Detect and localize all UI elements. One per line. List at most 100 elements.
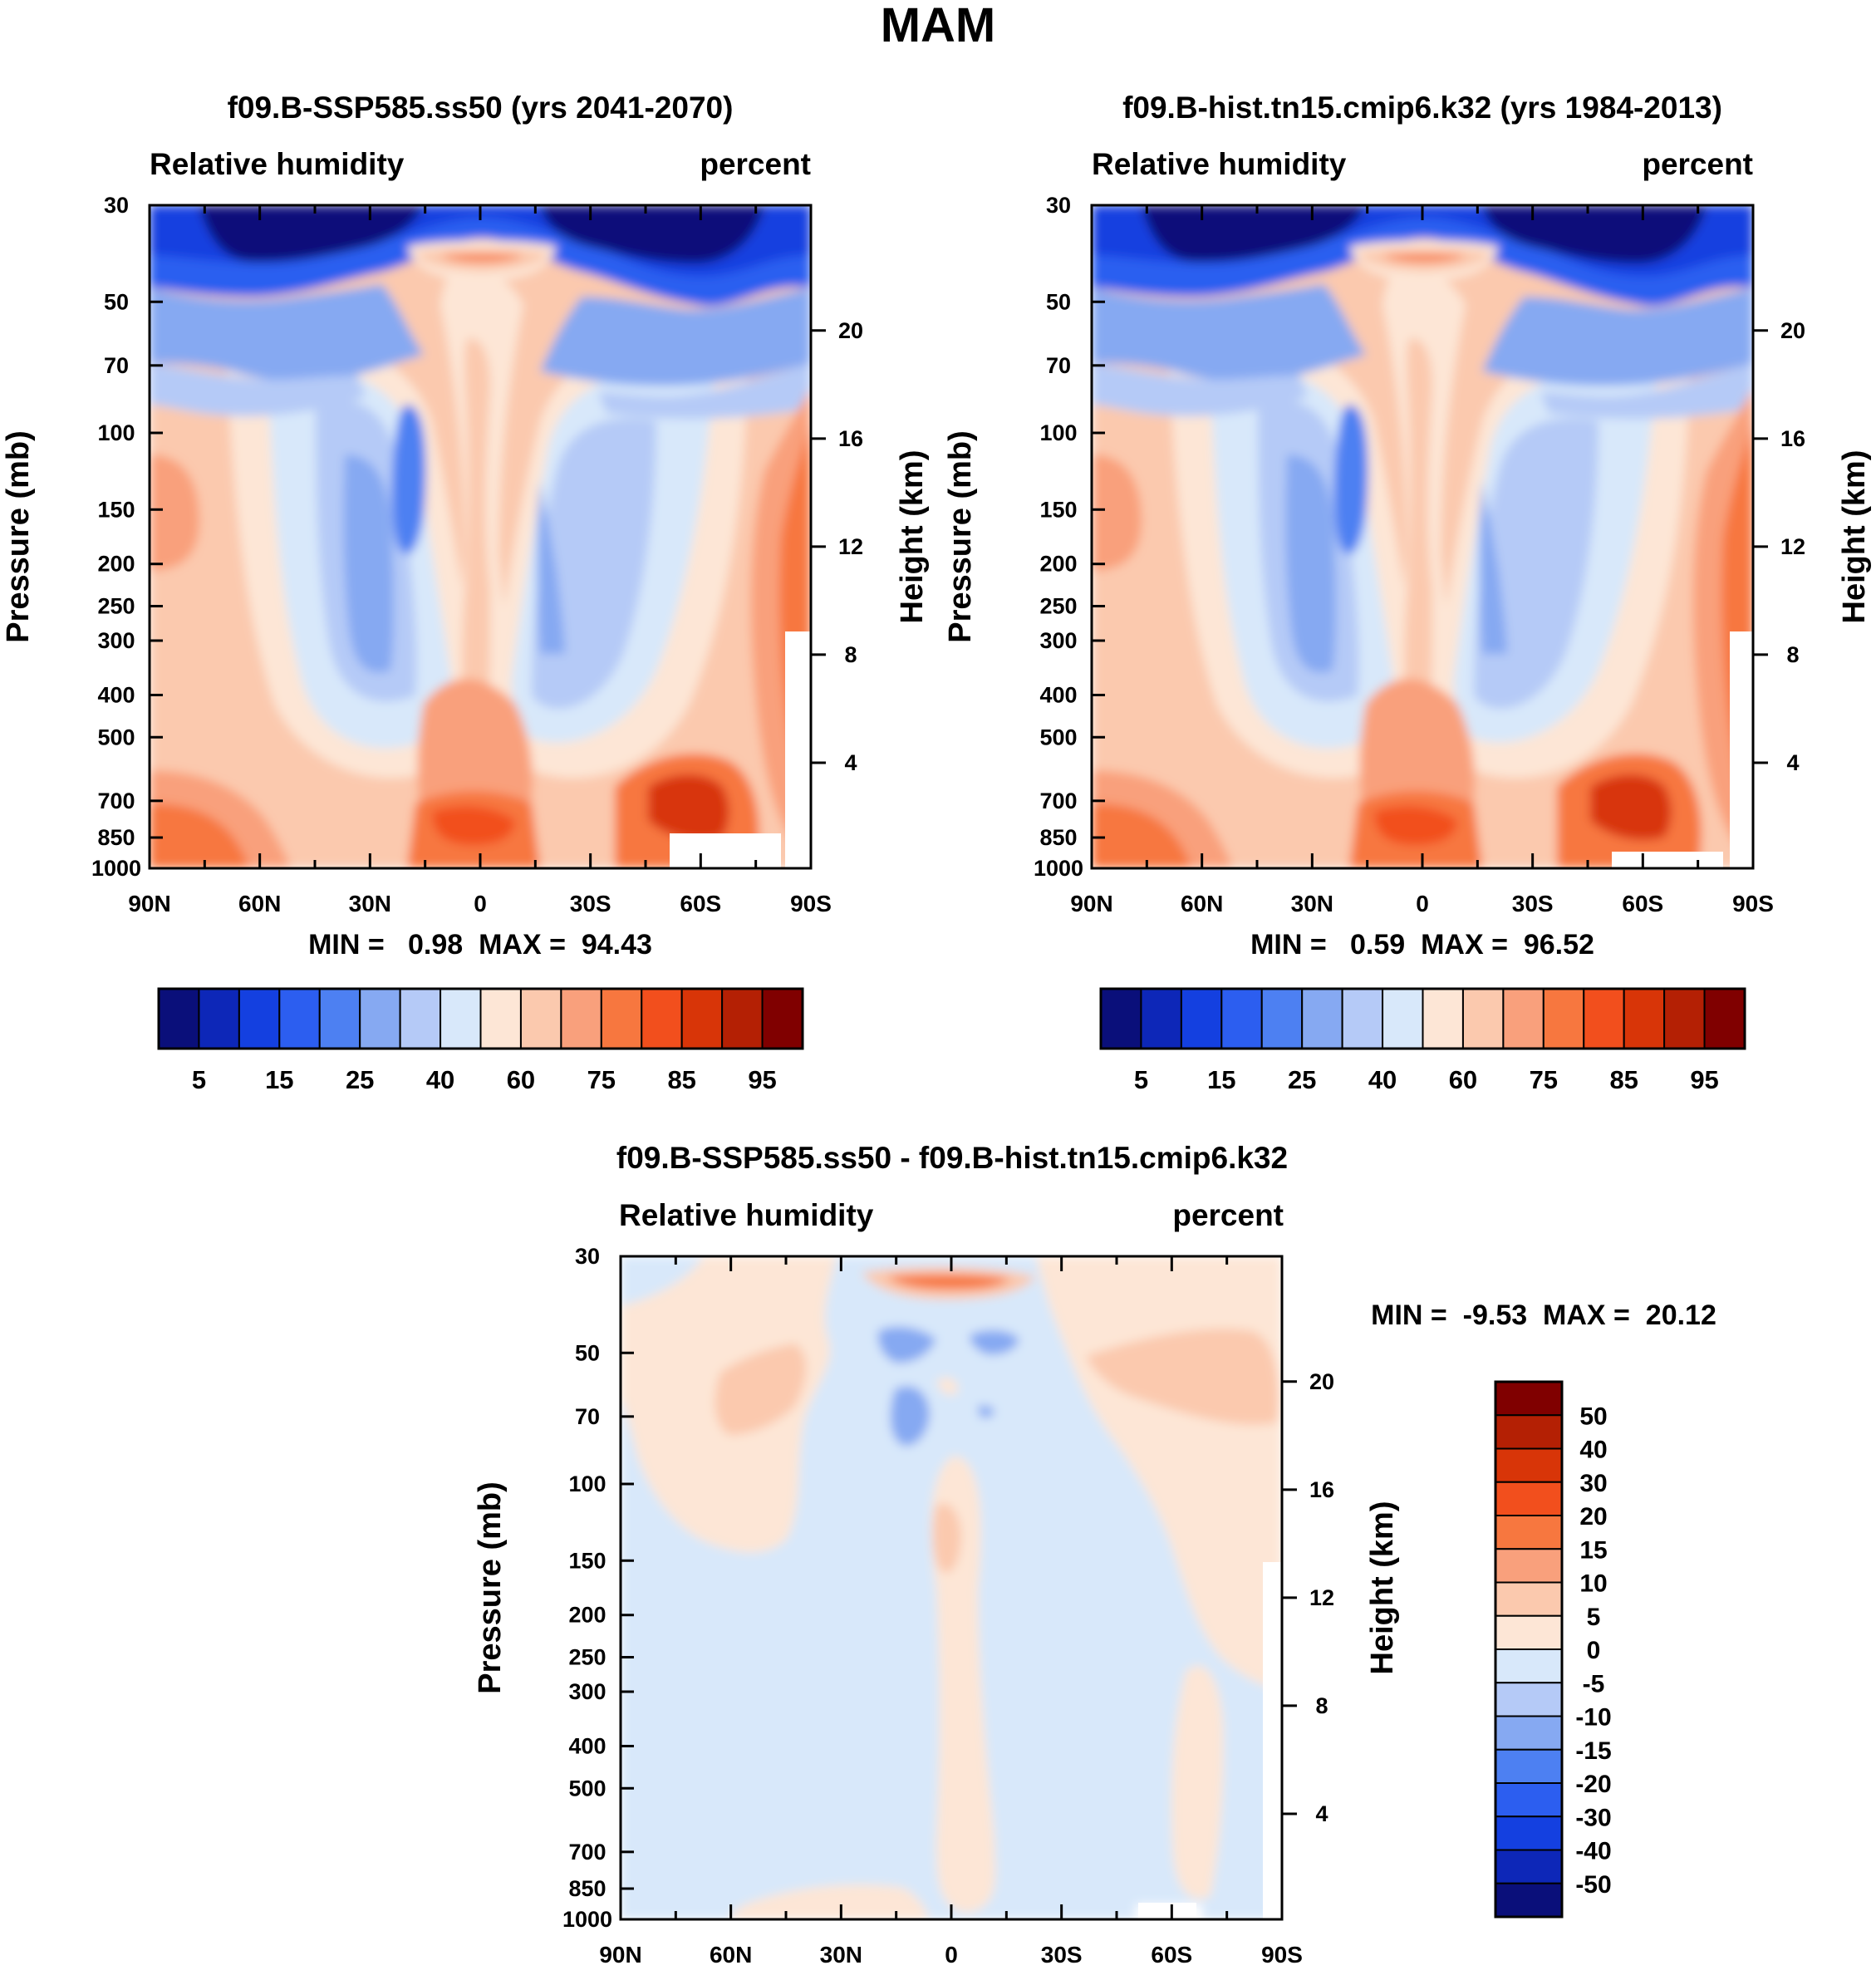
colorbar-label: -10 xyxy=(1575,1704,1611,1732)
colorbar-label: -50 xyxy=(1575,1871,1611,1899)
y-tick-label: 200 xyxy=(568,1603,606,1628)
x-tick-label: 90S xyxy=(1261,1942,1303,1968)
colorbar-swatch xyxy=(399,988,442,1049)
y-tick-label: 850 xyxy=(1039,825,1077,850)
x-tick-label: 90S xyxy=(790,891,832,916)
colorbar-swatch xyxy=(1623,988,1666,1049)
panel-2-units-label: percent xyxy=(1642,147,1753,181)
colorbar-label: 20 xyxy=(1579,1503,1607,1530)
y-tick-label: 400 xyxy=(568,1733,606,1758)
colorbar-swatch xyxy=(1495,1447,1563,1483)
colorbar-label: 60 xyxy=(507,1065,535,1094)
colorbar-label: -20 xyxy=(1575,1771,1611,1798)
panel-1-title: f09.B-SSP585.ss50 (yrs 2041-2070) xyxy=(228,91,734,125)
panel-2-y-axis-label: Pressure (mb) xyxy=(943,430,978,643)
x-tick-label: 0 xyxy=(1416,891,1429,916)
y-tick-label: 100 xyxy=(568,1471,606,1496)
y-tick-label: 500 xyxy=(1039,725,1077,749)
colorbar-label: 85 xyxy=(667,1065,695,1094)
y-tick-label: 300 xyxy=(1039,628,1077,653)
x-tick-label: 60N xyxy=(1181,891,1223,916)
y-right-tick-label: 20 xyxy=(1780,318,1805,343)
colorbar-swatch xyxy=(1495,1748,1563,1784)
colorbar-swatch xyxy=(278,988,321,1049)
colorbar-swatch xyxy=(1495,1648,1563,1684)
colorbar-label: 95 xyxy=(1690,1065,1718,1094)
y-tick-label: 50 xyxy=(575,1340,600,1365)
y-tick-label: 300 xyxy=(568,1679,606,1704)
y-right-tick-label: 4 xyxy=(1786,750,1799,775)
y-tick-label: 70 xyxy=(1046,353,1071,378)
x-tick-label: 90N xyxy=(128,891,170,916)
colorbar-swatch xyxy=(600,988,643,1049)
y-tick-label: 70 xyxy=(104,353,129,378)
panel-2-variable-label: Relative humidity xyxy=(1092,147,1347,181)
x-tick-label: 60N xyxy=(238,891,281,916)
y-tick-label: 500 xyxy=(97,725,135,749)
colorbar-swatch xyxy=(198,988,240,1049)
colorbar-frame xyxy=(1494,1380,1564,1919)
y-right-tick-label: 4 xyxy=(1315,1801,1328,1826)
y-tick-label: 200 xyxy=(97,552,135,577)
y-right-tick-label: 16 xyxy=(838,426,863,451)
panel-2-contour-field xyxy=(1092,205,1753,868)
colorbar-label: 0 xyxy=(1587,1637,1601,1664)
colorbar-label: 75 xyxy=(587,1065,616,1094)
panel-3-y-axis-right-label: Height (km) xyxy=(1365,1501,1400,1675)
y-tick-label: 250 xyxy=(568,1645,606,1670)
y-right-tick-label: 8 xyxy=(1315,1693,1328,1718)
colorbar-swatch xyxy=(1382,988,1424,1049)
colorbar-swatch xyxy=(1301,988,1343,1049)
colorbar-label: 5 xyxy=(192,1065,206,1094)
panel-1-min-max-stats: MIN = 0.98 MAX = 94.43 xyxy=(308,929,652,961)
y-right-tick-label: 8 xyxy=(844,642,857,667)
y-tick-label: 70 xyxy=(575,1404,600,1429)
colorbar-swatch xyxy=(440,988,482,1049)
colorbar-label: -40 xyxy=(1575,1838,1611,1865)
colorbar-label: 15 xyxy=(1207,1065,1235,1094)
y-tick-label: 1000 xyxy=(562,1907,612,1932)
colorbar-swatch xyxy=(560,988,602,1049)
y-tick-label: 400 xyxy=(1039,682,1077,707)
colorbar-swatch xyxy=(1495,1715,1563,1751)
colorbar-swatch xyxy=(1495,1849,1563,1884)
colorbar-swatch xyxy=(1703,988,1746,1049)
y-right-tick-label: 20 xyxy=(1309,1369,1334,1394)
colorbar-label: 15 xyxy=(265,1065,293,1094)
y-right-tick-label: 12 xyxy=(1780,534,1805,559)
x-tick-label: 60S xyxy=(1622,891,1663,916)
colorbar-swatch xyxy=(1502,988,1545,1049)
colorbar-swatch xyxy=(1495,1614,1563,1650)
x-tick-label: 30N xyxy=(820,1942,862,1968)
y-tick-label: 500 xyxy=(568,1776,606,1801)
colorbar-label: 85 xyxy=(1609,1065,1638,1094)
colorbar-swatch xyxy=(1495,1548,1563,1584)
colorbar-swatch xyxy=(1495,1581,1563,1617)
colorbar-swatch xyxy=(1341,988,1384,1049)
y-right-tick-label: 20 xyxy=(838,318,863,343)
y-tick-label: 1000 xyxy=(91,856,141,881)
y-tick-label: 50 xyxy=(1046,289,1071,314)
x-tick-label: 30S xyxy=(1512,891,1554,916)
colorbar-swatch xyxy=(1100,988,1142,1049)
colorbar-swatch xyxy=(158,988,200,1049)
y-tick-label: 30 xyxy=(104,193,129,218)
colorbar-swatch xyxy=(1140,988,1182,1049)
colorbar-label: 95 xyxy=(748,1065,776,1094)
panel-3-units-label: percent xyxy=(1172,1198,1284,1232)
colorbar-label: 15 xyxy=(1579,1536,1607,1564)
y-tick-label: 30 xyxy=(575,1244,600,1269)
panel-1: f09.B-SSP585.ss50 (yrs 2041-2070) Relati… xyxy=(1,91,930,1094)
colorbar-swatch xyxy=(1220,988,1263,1049)
colorbar-label: 75 xyxy=(1530,1065,1558,1094)
y-tick-label: 150 xyxy=(97,497,135,522)
colorbar-label: 40 xyxy=(1579,1437,1607,1464)
panel-2-title: f09.B-hist.tn15.cmip6.k32 (yrs 1984-2013… xyxy=(1122,91,1722,125)
colorbar-swatch xyxy=(1663,988,1706,1049)
colorbar-swatch xyxy=(1461,988,1505,1049)
y-tick-label: 100 xyxy=(1039,420,1077,445)
panel-3: f09.B-SSP585.ss50 - f09.B-hist.tn15.cmip… xyxy=(473,1141,1716,1968)
panel-3-contour-field xyxy=(621,1256,1282,1919)
panel-1-units-label: percent xyxy=(700,147,811,181)
